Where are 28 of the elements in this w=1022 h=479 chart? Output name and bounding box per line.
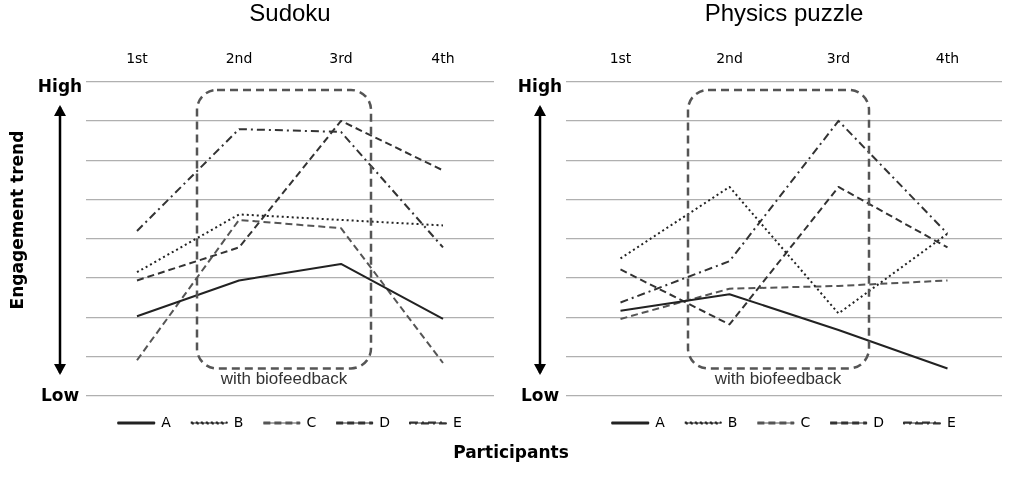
x-tick-label: 3rd: [826, 49, 851, 66]
annotation: with biofeedback: [714, 369, 842, 389]
x-tick-label: 4th: [431, 49, 455, 66]
text: High: [517, 76, 563, 96]
legend-label: C: [800, 413, 811, 430]
x-tick-label: 1st: [126, 49, 149, 66]
y-axis-title: Engagement trend: [7, 130, 27, 310]
legend-label: D: [379, 413, 390, 430]
chart-title: Sudoku: [249, 0, 331, 27]
legend-label: A: [655, 413, 666, 430]
chart-title: Physics puzzle: [704, 0, 864, 27]
x-tick-label: 1st: [609, 49, 632, 66]
legend-label: C: [306, 413, 317, 430]
legend-label: E: [452, 413, 462, 430]
x-tick-label: 2nd: [716, 49, 743, 66]
legend-label: B: [233, 413, 244, 430]
legend-label: A: [161, 413, 172, 430]
text: Low: [520, 385, 560, 405]
x-tick-label: 4th: [935, 49, 960, 66]
x-axis-title: Participants: [452, 442, 570, 462]
x-tick-label: 2nd: [225, 49, 253, 66]
legend-label: D: [873, 413, 884, 430]
text: Low: [40, 385, 80, 405]
annotation: with biofeedback: [220, 369, 348, 389]
text: High: [37, 76, 83, 96]
x-tick-label: 3rd: [329, 49, 353, 66]
legend-label: B: [727, 413, 738, 430]
legend-label: E: [946, 413, 956, 430]
